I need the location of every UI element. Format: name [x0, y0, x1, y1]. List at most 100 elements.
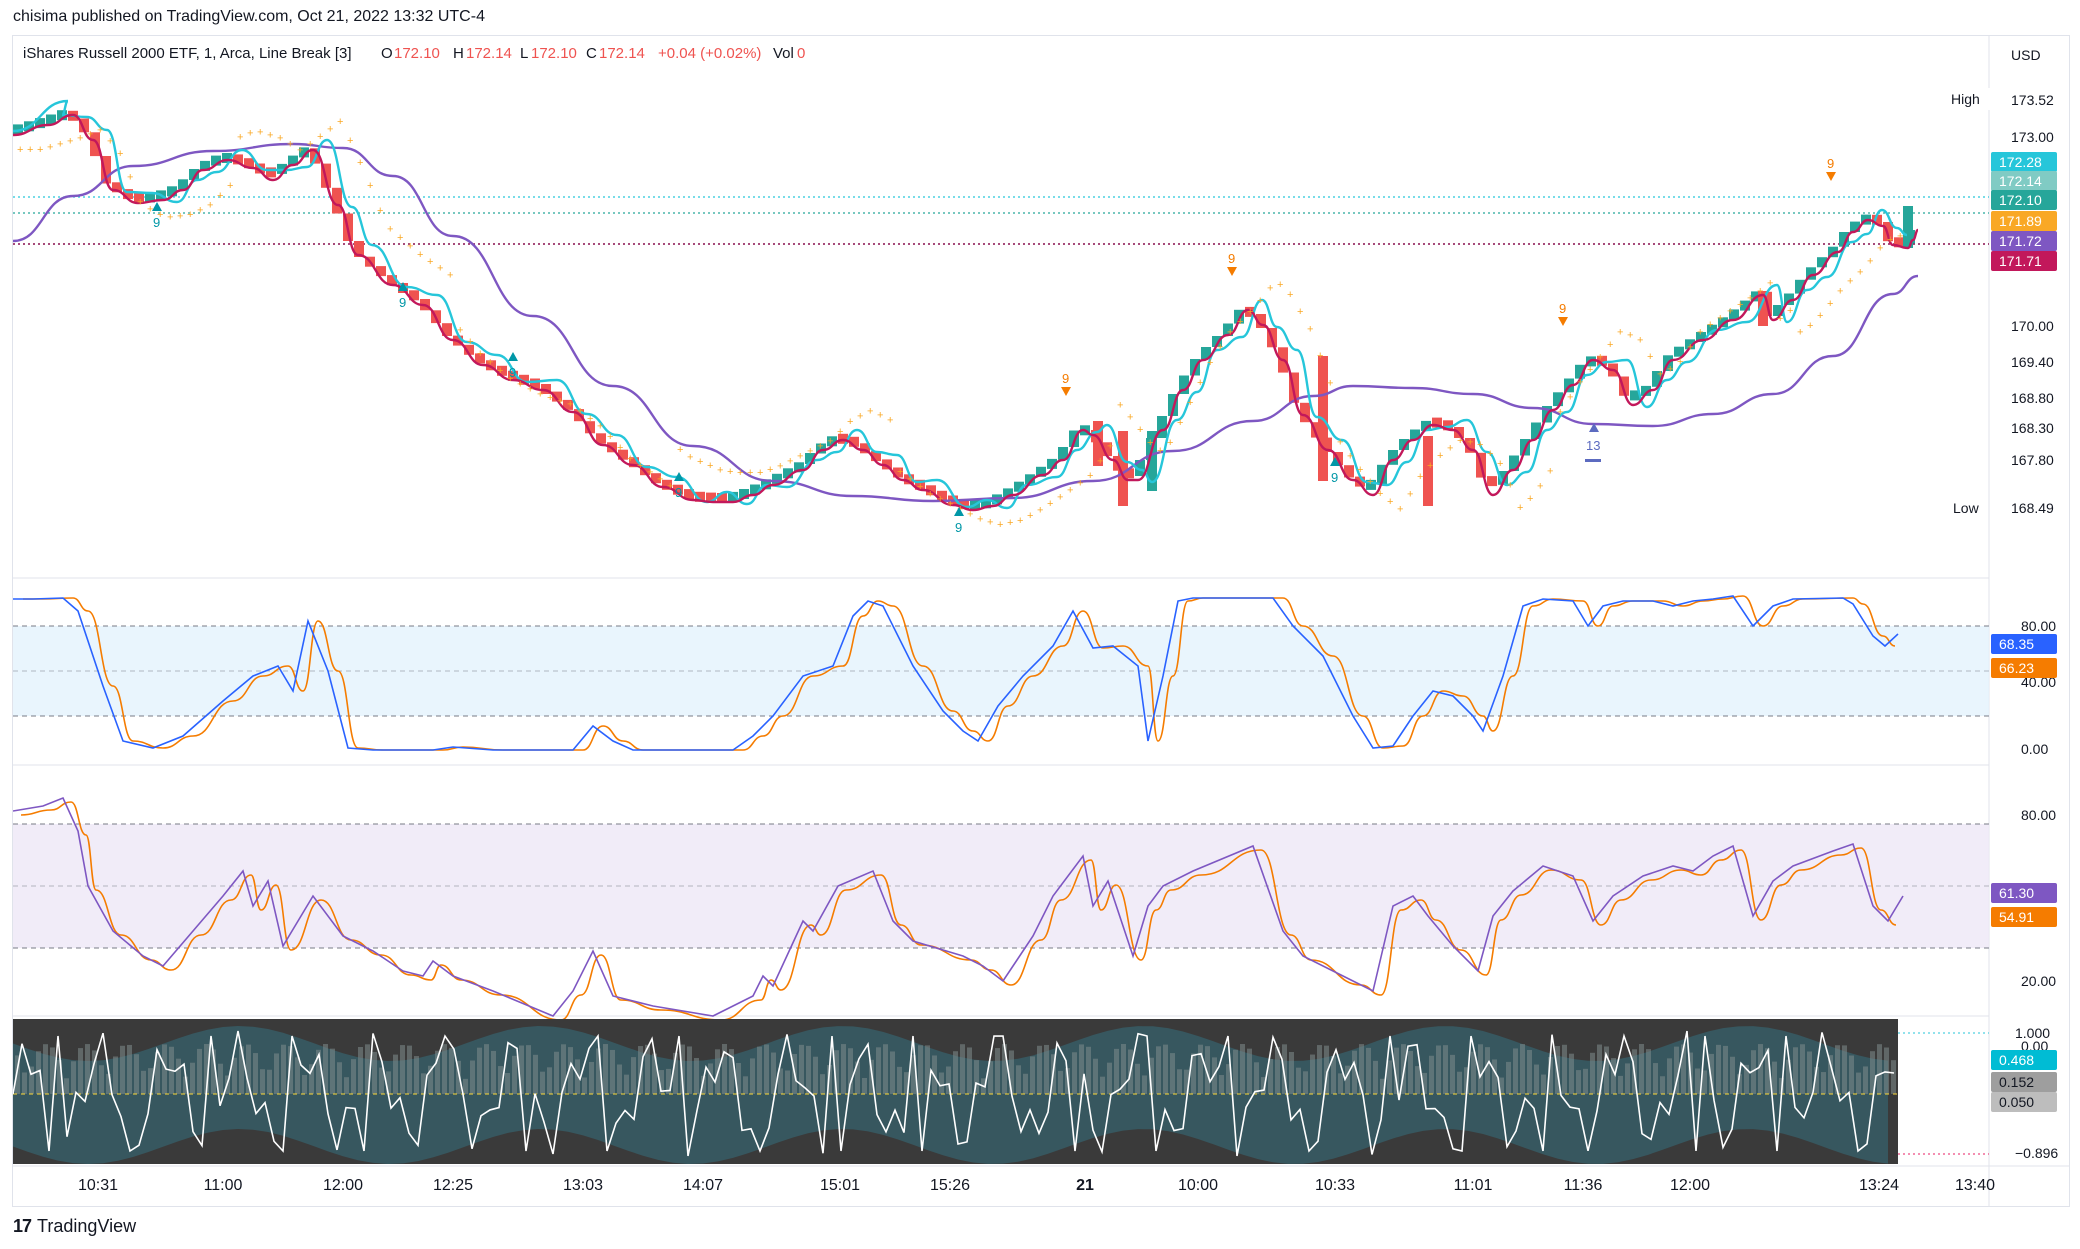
osc-bar: [974, 1060, 979, 1094]
osc-bar: [428, 1065, 433, 1094]
line-break-box: [134, 192, 144, 203]
osc-bar: [757, 1046, 762, 1094]
osc-bar: [1520, 1044, 1525, 1094]
time-tick-label: 15:26: [930, 1177, 970, 1194]
tradingview-logo-icon: 17: [13, 1216, 32, 1236]
osc-bar: [1212, 1057, 1217, 1094]
osc-bar: [855, 1061, 860, 1094]
osc-bar: [1093, 1058, 1098, 1094]
osc-bar: [939, 1072, 944, 1094]
line-break-box: [1179, 375, 1189, 394]
high-tag-box: [1947, 88, 1991, 110]
osc-bar: [1254, 1062, 1259, 1094]
sar-dot: +: [1627, 330, 1633, 342]
osc-bar: [295, 1057, 300, 1094]
sar-dot: +: [1877, 242, 1883, 254]
sar-dot: +: [1077, 477, 1083, 489]
sar-dot: +: [1347, 451, 1353, 463]
line-break-box: [266, 167, 276, 178]
line-break-box: [409, 290, 419, 301]
sar-dot: +: [147, 204, 153, 216]
sar-dot: +: [1327, 377, 1333, 389]
osc-bar: [64, 1078, 69, 1094]
osc-bar: [92, 1050, 97, 1094]
price-badge: [1991, 251, 2057, 271]
line-break-box: [1311, 422, 1321, 438]
osc-bar: [946, 1066, 951, 1094]
stochastic-d-line: [22, 595, 1896, 751]
osc-bar: [1828, 1055, 1833, 1094]
osc-bar: [1793, 1047, 1798, 1094]
osc-bar: [148, 1068, 153, 1094]
sar-dot: +: [1447, 442, 1453, 454]
sar-dot: +: [1427, 460, 1433, 472]
osc-bar: [1758, 1044, 1763, 1094]
sar-dot: +: [407, 241, 413, 253]
sell-setup-triangle: [1558, 317, 1568, 326]
osc-bar: [1548, 1057, 1553, 1094]
line-break-box: [1135, 460, 1145, 476]
time-tick-label: 13:40: [1955, 1177, 1995, 1194]
osc-bar: [1009, 1050, 1014, 1094]
osc-bar: [1471, 1051, 1476, 1094]
line-break-box: [1421, 420, 1431, 431]
line-break-box: [1652, 371, 1662, 387]
sar-dot: +: [1267, 283, 1273, 295]
osc-bar: [1856, 1072, 1861, 1094]
chart-canvas[interactable]: iShares Russell 2000 ETF, 1, Arca, Line …: [12, 36, 2069, 1206]
sar-dot: +: [787, 456, 793, 468]
sar-dot: +: [617, 442, 623, 454]
sar-dot: +: [1047, 498, 1053, 510]
osc-bar: [1653, 1063, 1658, 1094]
osc-bar: [246, 1044, 251, 1094]
sar-dot: +: [227, 180, 233, 192]
sar-dot: +: [997, 519, 1003, 531]
price-badge-label: 171.72: [1999, 233, 2042, 249]
line-break-box: [926, 485, 936, 496]
price-badge-label: 171.71: [1999, 253, 2042, 269]
line-break-box: [1641, 385, 1651, 396]
osc-bar: [1569, 1053, 1574, 1094]
line-break-box: [816, 443, 826, 454]
buy-setup-count: 9: [509, 365, 516, 380]
buy-setup-count: 9: [153, 215, 160, 230]
line-break-box: [552, 391, 562, 402]
open-value: 172.10: [394, 45, 440, 62]
line-break-box: [288, 155, 298, 166]
sar-dot: +: [1747, 292, 1753, 304]
osc-bar: [687, 1046, 692, 1094]
line-break-box: [651, 473, 661, 484]
sar-dot: +: [257, 126, 263, 138]
time-axis[interactable]: 10:31 11:00 12:00 12:25 13:03 14:07 15:01 15:26…: [78, 1177, 1995, 1194]
osc-bar: [722, 1044, 727, 1094]
osc-bar: [1317, 1045, 1322, 1094]
osc-bar: [1142, 1075, 1147, 1094]
sar-dot: +: [1157, 445, 1163, 457]
sar-dot: +: [1857, 267, 1863, 279]
line-break-box: [1366, 479, 1376, 490]
price-axis[interactable]: USD High 173.52 Low 168.49 173.00172.501…: [1947, 47, 2057, 516]
osc-bar: [351, 1059, 356, 1094]
osc-bar: [505, 1072, 510, 1094]
high-tag-value: 173.52: [2011, 92, 2054, 108]
osc-badge: [1991, 1072, 2057, 1092]
oscillator-pane[interactable]: 1.000 −0.896 0.468 0.152 0.050: [12, 1019, 2058, 1164]
price-pane[interactable]: + + + + + + + + + + + + + + + + + + + + + + + + + + + + + + + + + + + + + + + +…: [12, 99, 1989, 535]
sar-dot: +: [747, 467, 753, 479]
osc-bar: [1023, 1073, 1028, 1094]
line-break-box: [662, 479, 672, 490]
osc-bar: [561, 1044, 566, 1094]
sar-dot: +: [1667, 363, 1673, 375]
sar-dot: +: [77, 132, 83, 144]
osc-bar: [1723, 1045, 1728, 1094]
sar-dot: +: [1437, 450, 1443, 462]
osc-bar: [771, 1052, 776, 1094]
countdown-count: 13: [1586, 438, 1600, 453]
osc-bar: [680, 1044, 685, 1094]
osc-bar: [470, 1060, 475, 1094]
sar-dot: +: [1297, 306, 1303, 318]
sar-dot: +: [1057, 491, 1063, 503]
osc-badge-label: 0.050: [1999, 1094, 2034, 1110]
footer-brand[interactable]: 17 TradingView: [13, 1216, 136, 1237]
